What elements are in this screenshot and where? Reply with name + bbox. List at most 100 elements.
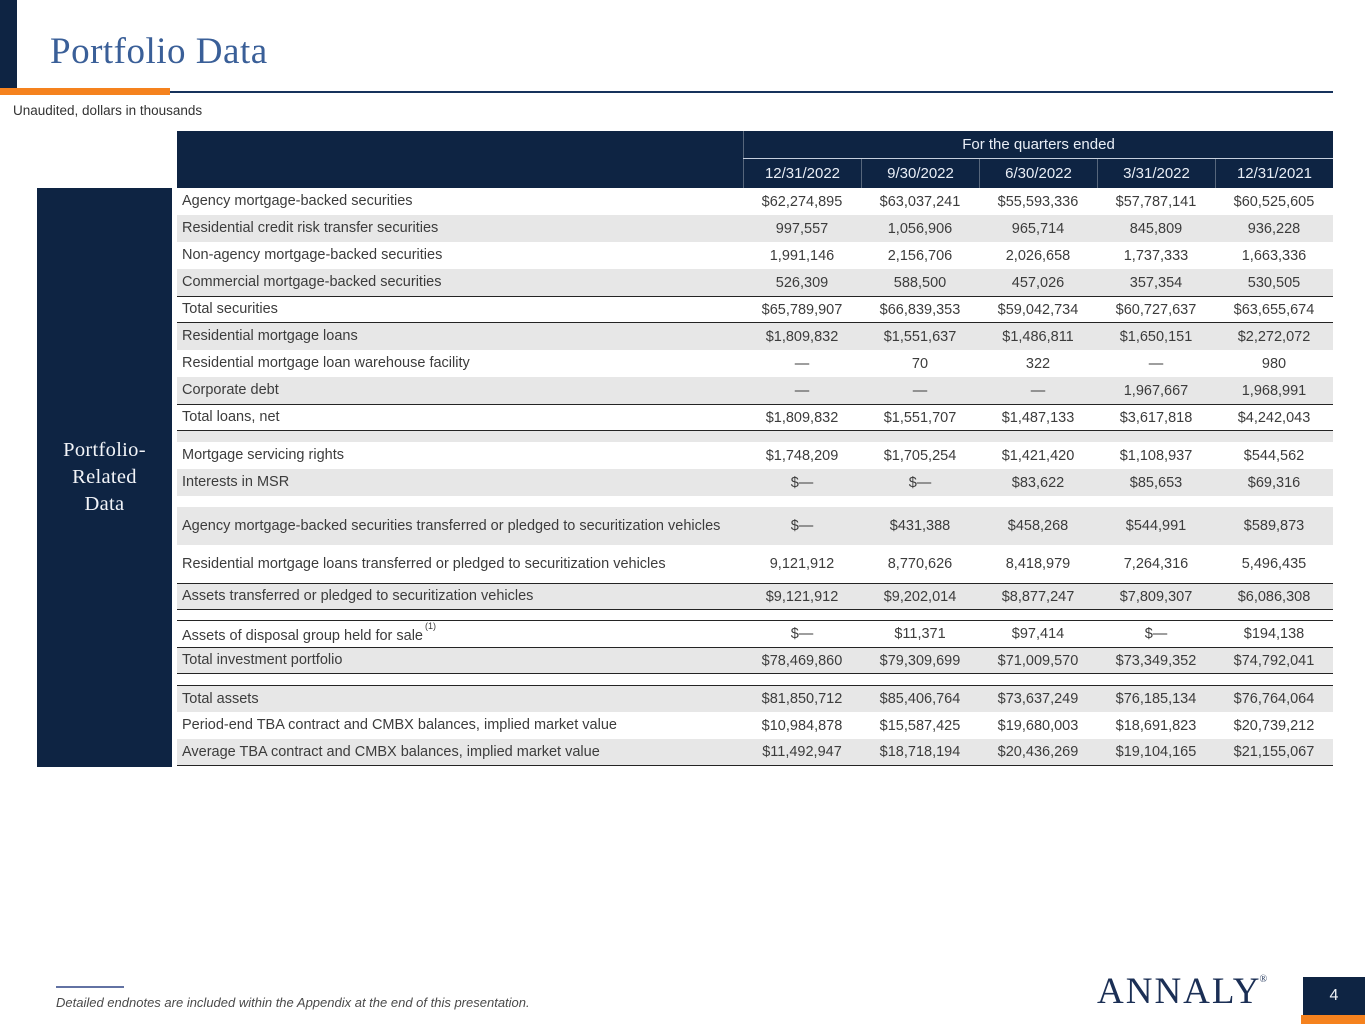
cell-value: $1,748,209: [765, 447, 839, 464]
row-label: Period-end TBA contract and CMBX balance…: [182, 717, 617, 734]
cell-value: $76,764,064: [1233, 691, 1315, 707]
cell-value: $85,406,764: [879, 691, 961, 707]
table-row: Commercial mortgage-backed securities 526…: [177, 269, 1333, 296]
cell-value: $20,739,212: [1233, 717, 1315, 734]
row-label: Interests in MSR: [182, 474, 290, 491]
cell-value: $—: [1144, 626, 1168, 642]
cell-value: 530,505: [1247, 274, 1301, 291]
table-row: Assets transferred or pledged to securit…: [177, 583, 1333, 610]
row-label: Residential mortgage loans transferred o…: [182, 555, 666, 572]
column-header: 6/30/2022: [979, 159, 1097, 188]
sidebar-label-line: Related: [72, 466, 137, 488]
cell-value: $—: [790, 626, 814, 642]
cell-value: $3,617,818: [1119, 409, 1193, 426]
cell-value: $55,593,336: [997, 193, 1079, 210]
cell-value: $60,525,605: [1233, 193, 1315, 210]
table-row: Total securities $65,789,907 $66,839,353 $5…: [177, 296, 1333, 323]
table-spacer: [177, 610, 1333, 620]
sidebar-label-text: Portfolio- Related Data: [63, 437, 146, 518]
row-label: Total assets: [182, 690, 259, 707]
subtitle: Unaudited, dollars in thousands: [13, 103, 203, 118]
quarters-ended-header: For the quarters ended: [743, 131, 1333, 158]
cell-value: $544,991: [1125, 518, 1187, 534]
cell-value: $194,138: [1243, 626, 1305, 642]
table-row: Mortgage servicing rights $1,748,209 $1,70…: [177, 442, 1333, 469]
table-spacer: [177, 431, 1333, 442]
cell-value: $19,104,165: [1115, 744, 1197, 760]
row-label: Assets transferred or pledged to securit…: [182, 588, 534, 605]
footnote-reference: (1): [425, 621, 436, 632]
row-label: Commercial mortgage-backed securities: [182, 274, 442, 291]
row-label: Agency mortgage-backed securities transf…: [182, 517, 721, 534]
cell-value: $15,587,425: [879, 717, 961, 734]
cell-value: 936,228: [1247, 220, 1301, 237]
row-label: Average TBA contract and CMBX balances, …: [182, 743, 600, 760]
row-label: Residential credit risk transfer securit…: [182, 220, 439, 237]
cell-value: 980: [1261, 355, 1287, 372]
cell-value: $9,121,912: [765, 588, 839, 605]
page-number-accent: [1301, 1015, 1365, 1024]
table-row: Interests in MSR $— $— $83,622 $85,653 $69,31…: [177, 469, 1333, 496]
cell-value: 1,737,333: [1123, 247, 1189, 264]
cell-value: 1,663,336: [1241, 247, 1307, 264]
cell-value: $1,551,637: [883, 328, 957, 345]
cell-value: $18,691,823: [1115, 717, 1197, 734]
annaly-logo-text: ANNALY: [1097, 971, 1262, 1012]
footnote-text: Detailed endnotes are included within th…: [56, 995, 530, 1010]
cell-value: 1,991,146: [769, 247, 835, 264]
table-row: Period-end TBA contract and CMBX balance…: [177, 712, 1333, 739]
column-header: 12/31/2021: [1215, 159, 1333, 188]
title-accent-block: [0, 0, 17, 90]
page-title: Portfolio Data: [50, 31, 268, 72]
row-label: Residential mortgage loan warehouse faci…: [182, 355, 470, 372]
cell-value: $458,268: [1007, 518, 1069, 534]
table-row: Non-agency mortgage-backed securities 1,9…: [177, 242, 1333, 269]
cell-value: $71,009,570: [997, 652, 1079, 669]
table-header-group-row: For the quarters ended: [177, 131, 1333, 158]
cell-value: $85,653: [1129, 474, 1183, 491]
table-header: For the quarters ended 12/31/2022 9/30/20…: [177, 131, 1333, 188]
page-number-badge: 4: [1303, 977, 1365, 1015]
cell-value: $2,272,072: [1237, 328, 1311, 345]
cell-value: $74,792,041: [1233, 652, 1315, 669]
cell-value: 1,967,667: [1123, 382, 1189, 399]
table-row: Residential credit risk transfer securit…: [177, 215, 1333, 242]
sidebar-label-line: Portfolio-: [63, 439, 146, 461]
cell-value: $—: [790, 518, 814, 534]
cell-value: 526,309: [775, 274, 829, 291]
column-header: 3/31/2022: [1097, 159, 1215, 188]
table-body: Agency mortgage-backed securities $62,274…: [177, 188, 1333, 766]
cell-value: $1,487,133: [1001, 409, 1075, 426]
table-row: Average TBA contract and CMBX balances, …: [177, 739, 1333, 766]
registered-mark: ®: [1259, 974, 1270, 985]
cell-value: —: [1030, 382, 1046, 399]
table-spacer: [177, 674, 1333, 685]
cell-value: 965,714: [1011, 220, 1065, 237]
cell-value: $21,155,067: [1233, 744, 1315, 760]
cell-value: $20,436,269: [997, 744, 1079, 760]
cell-value: $83,622: [1011, 474, 1065, 491]
cell-value: $—: [908, 474, 932, 491]
cell-value: $—: [790, 474, 814, 491]
row-label: Agency mortgage-backed securities: [182, 193, 413, 210]
table-row: Residential mortgage loans transferred o…: [177, 545, 1333, 583]
cell-value: $59,042,734: [997, 301, 1079, 318]
cell-value: 7,264,316: [1123, 556, 1189, 572]
cell-value: 322: [1025, 355, 1051, 372]
table-row: Total investment portfolio $78,469,860 $79…: [177, 647, 1333, 674]
row-label: Residential mortgage loans: [182, 328, 358, 345]
cell-value: 8,418,979: [1005, 556, 1071, 572]
table-row: Corporate debt — — — 1,967,667 1,968,991: [177, 377, 1333, 404]
cell-value: —: [794, 382, 810, 399]
cell-value: $57,787,141: [1115, 193, 1197, 210]
cell-value: 5,496,435: [1241, 556, 1307, 572]
table-header-label-spacer: [177, 158, 743, 188]
row-label: Corporate debt: [182, 382, 279, 399]
cell-value: $1,705,254: [883, 447, 957, 464]
cell-value: $79,309,699: [879, 652, 961, 669]
cell-value: $97,414: [1011, 626, 1065, 642]
cell-value: $11,492,947: [762, 744, 842, 760]
cell-value: $62,274,895: [761, 193, 843, 210]
cell-value: 357,354: [1129, 274, 1183, 291]
cell-value: $544,562: [1243, 447, 1305, 464]
